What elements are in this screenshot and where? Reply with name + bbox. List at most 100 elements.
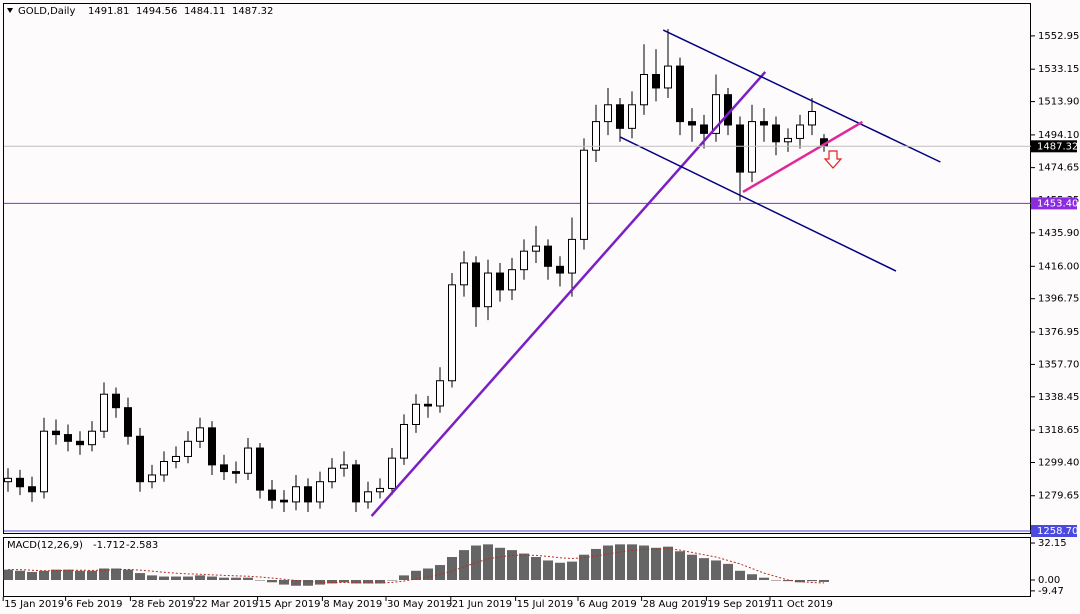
candle-body xyxy=(196,427,204,442)
candle-body xyxy=(712,94,720,134)
macd-bar xyxy=(171,576,181,580)
x-tick-label: 30 May 2019 xyxy=(387,599,452,610)
macd-bar xyxy=(159,576,169,580)
candle-body xyxy=(280,499,288,503)
y-tick-label: 1513.90 xyxy=(1038,97,1079,108)
macd-bar xyxy=(783,579,793,582)
candle-body xyxy=(292,486,300,503)
macd-bar xyxy=(651,547,661,580)
macd-bar xyxy=(615,544,625,580)
candle-body xyxy=(364,491,372,503)
menu-triangle[interactable] xyxy=(7,8,13,13)
macd-bar xyxy=(87,570,97,580)
candle-body xyxy=(652,73,660,89)
signal-value: -2.583 xyxy=(126,540,158,551)
candle-body xyxy=(208,427,216,466)
y-tick-label: 1494.10 xyxy=(1038,130,1079,141)
macd-title: MACD(12,26,9) xyxy=(7,540,83,551)
candle-body xyxy=(796,124,804,139)
macd-bar xyxy=(39,570,49,580)
y-tick-label: 1299.40 xyxy=(1038,458,1079,469)
candle-body xyxy=(124,407,132,437)
macd-bar xyxy=(375,579,385,584)
candle-body xyxy=(316,481,324,503)
macd-bar xyxy=(579,554,589,580)
candle-body xyxy=(748,121,756,173)
candle-body xyxy=(700,124,708,134)
macd-bar xyxy=(183,576,193,580)
candle-body xyxy=(304,486,312,503)
macd-bar xyxy=(687,554,697,580)
candle-body xyxy=(268,489,276,501)
candle-body xyxy=(472,262,480,308)
macd-bar xyxy=(507,550,517,580)
macd-bar xyxy=(219,577,229,580)
candle-body xyxy=(88,430,96,446)
candle-body xyxy=(544,245,552,267)
candle-body xyxy=(424,403,432,407)
signal-line xyxy=(8,548,825,584)
candle-body xyxy=(16,477,24,488)
macd-value: -1.712 xyxy=(93,540,125,551)
x-tick-label: 8 May 2019 xyxy=(323,599,382,610)
y-tick-label: 1474.65 xyxy=(1038,163,1079,174)
candle-body xyxy=(592,121,600,151)
macd-bar xyxy=(51,569,61,580)
symbol-title: GOLD,Daily xyxy=(18,6,75,17)
x-tick-label: 15 Jan 2019 xyxy=(4,599,64,610)
macd-bar xyxy=(627,544,637,580)
candle-body xyxy=(160,461,168,476)
candle-body xyxy=(616,104,624,129)
x-tick-label: 15 Apr 2019 xyxy=(259,599,321,610)
macd-bar xyxy=(471,545,481,580)
candle-body xyxy=(136,435,144,483)
y-tick-label: 1533.15 xyxy=(1038,64,1079,75)
macd-y-tick-label: 32.15 xyxy=(1038,538,1067,549)
macd-bar xyxy=(759,577,769,580)
x-tick-label: 6 Aug 2019 xyxy=(579,599,637,610)
macd-bar xyxy=(663,546,673,580)
macd-bar xyxy=(543,560,553,580)
macd-bar xyxy=(303,579,313,586)
macd-bar xyxy=(99,568,109,580)
candle-body xyxy=(388,457,396,489)
macd-y-tick-label: 0.00 xyxy=(1038,575,1060,586)
x-tick-label: 19 Sep 2019 xyxy=(707,599,770,610)
macd-bar xyxy=(267,579,277,583)
macd-bar xyxy=(735,570,745,580)
header-high: 1494.56 xyxy=(136,6,177,17)
macd-bar xyxy=(135,573,145,580)
macd-bar xyxy=(435,565,445,580)
candle-body xyxy=(808,111,816,126)
x-tick-label: 28 Feb 2019 xyxy=(131,599,193,610)
macd-y-tick-label: -9.47 xyxy=(1038,586,1064,597)
macd-bar xyxy=(555,562,565,580)
candle-body xyxy=(688,121,696,126)
trendline xyxy=(662,29,941,163)
macd-bar xyxy=(747,574,757,580)
y-tick-label: 1338.45 xyxy=(1038,392,1079,403)
macd-bar xyxy=(243,577,253,580)
macd-bar xyxy=(387,579,397,581)
candle-body xyxy=(148,474,156,483)
candle-body xyxy=(460,262,468,286)
y-tick-label: 1376.95 xyxy=(1038,327,1079,338)
candle-body xyxy=(52,430,60,436)
header-low: 1484.11 xyxy=(184,6,225,17)
macd-bar xyxy=(795,579,805,583)
macd-bar xyxy=(231,577,241,580)
y-tick-label: 1435.90 xyxy=(1038,228,1079,239)
macd-bar xyxy=(207,576,217,580)
candle-body xyxy=(532,245,540,252)
macd-bar xyxy=(111,568,121,580)
macd-bar xyxy=(675,551,685,580)
macd-bar xyxy=(495,547,505,580)
trendline xyxy=(619,136,897,272)
main-panel-frame xyxy=(3,3,1031,534)
candle-body xyxy=(604,104,612,123)
candle-body xyxy=(628,104,636,129)
x-tick-label: 6 Feb 2019 xyxy=(67,599,123,610)
candle-body xyxy=(40,430,48,493)
candle-body xyxy=(556,265,564,274)
